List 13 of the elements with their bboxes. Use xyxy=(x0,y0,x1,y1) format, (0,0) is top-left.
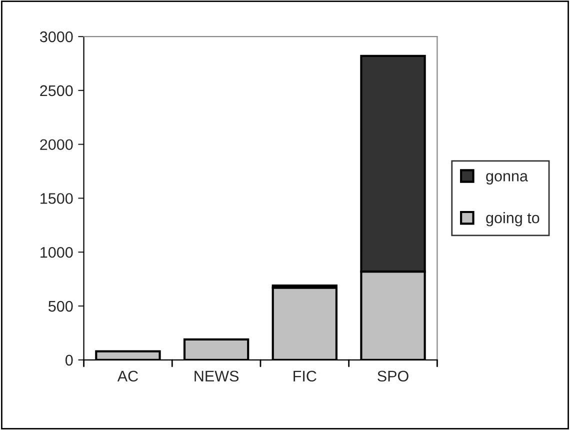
x-tick-label: NEWS xyxy=(194,370,239,382)
y-tick-label: 2000 xyxy=(40,139,73,150)
x-tick-label: FIC xyxy=(294,370,316,382)
y-tick-label: 2500 xyxy=(40,85,73,96)
y-tick-label: 0 xyxy=(65,354,73,366)
y-tick-label: 1000 xyxy=(40,246,73,258)
y-tick-label: 3000 xyxy=(40,31,73,42)
x-tick-label: AC xyxy=(117,370,138,382)
x-tick-label: SPO xyxy=(378,370,408,382)
y-tick-label: 1500 xyxy=(40,193,73,204)
y-tick-label: 500 xyxy=(48,300,73,312)
legend-label: going to xyxy=(486,212,540,226)
legend-label: gonna xyxy=(486,173,528,184)
